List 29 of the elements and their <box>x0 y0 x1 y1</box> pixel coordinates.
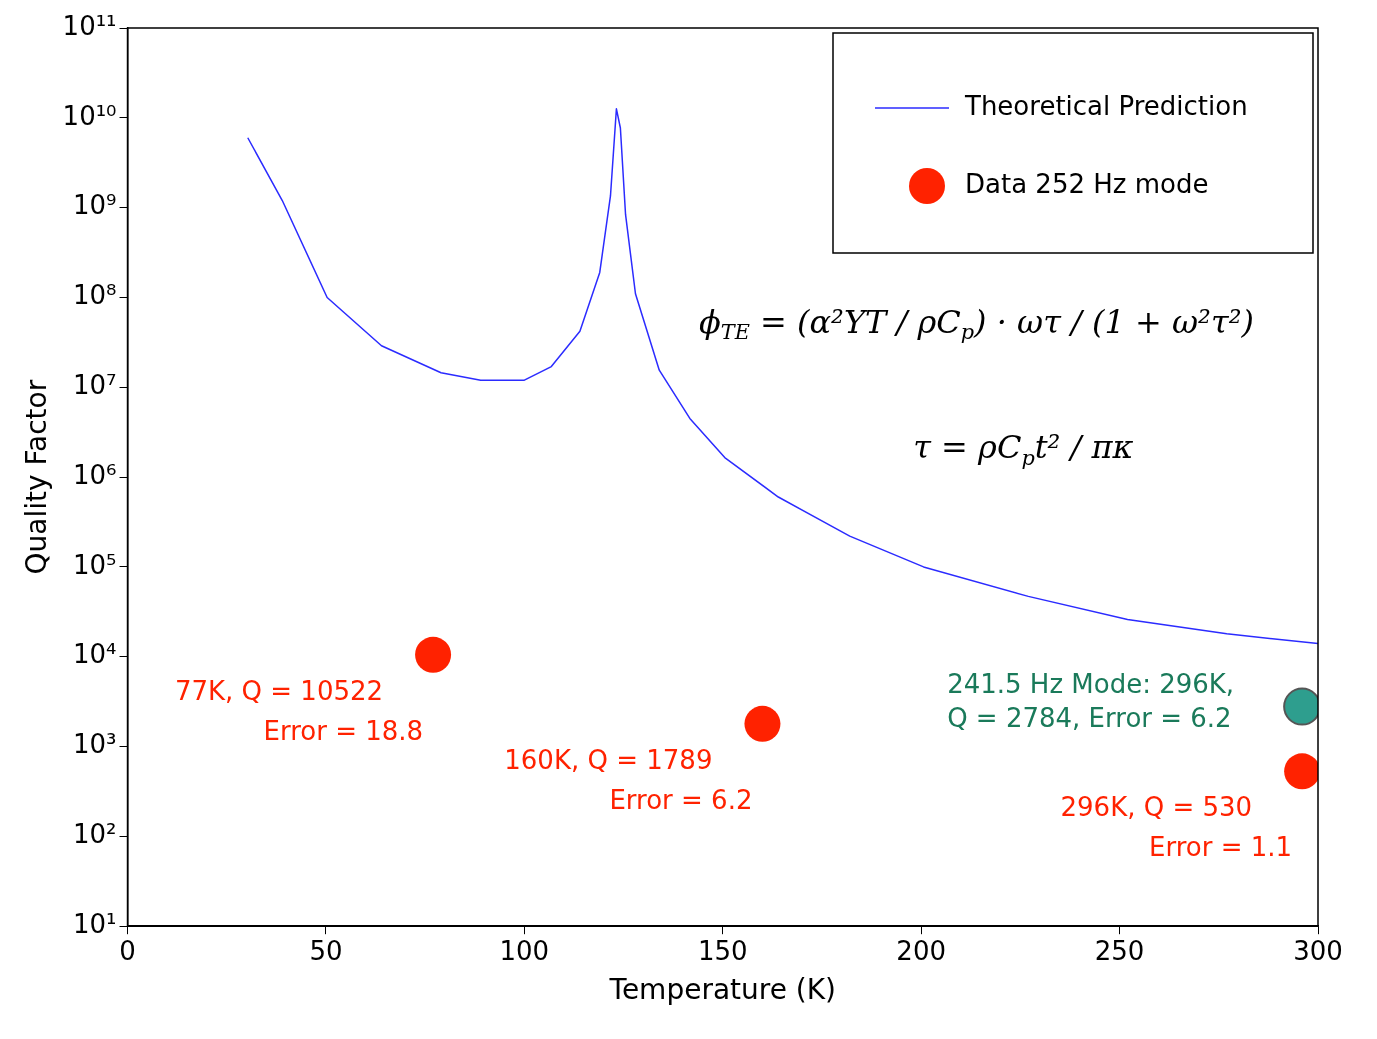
x-tick-label: 150 <box>697 935 748 966</box>
y-axis-title: Quality Factor <box>20 379 54 575</box>
annotation: 296K, Q = 530 Error = 1.1 <box>1060 792 1293 863</box>
x-tick-label: 50 <box>309 935 343 966</box>
point <box>1283 687 1318 726</box>
y-tick-label: 10¹⁰ <box>62 100 117 131</box>
y-tick-label: 10⁶ <box>73 459 117 490</box>
x-tick-label: 0 <box>119 935 136 966</box>
annotation: 160K, Q = 1789 Error = 6.2 <box>504 744 753 815</box>
y-tick-label: 10⁷ <box>73 370 117 401</box>
annotation: 241.5 Hz Mode: 296K, Q = 2784, Error = 6.2 <box>947 669 1235 734</box>
y-tick-label: 10¹¹ <box>62 10 117 41</box>
x-tick-label: 250 <box>1094 935 1145 966</box>
x-tick-label: 200 <box>896 935 946 966</box>
legend-label: Theoretical Prediction <box>964 90 1248 121</box>
x-tick-label: 100 <box>499 935 550 966</box>
y-tick-label: 10⁵ <box>73 549 117 580</box>
x-tick-label: 300 <box>1293 935 1343 966</box>
x-axis-title: Temperature (K) <box>608 973 837 1007</box>
point <box>415 636 452 673</box>
point <box>744 705 781 742</box>
y-tick-label: 10² <box>73 819 117 850</box>
annotation: 77K, Q = 10522 Error = 18.8 <box>174 675 424 746</box>
y-tick-label: 10³ <box>73 729 117 760</box>
legend-label: Data 252 Hz mode <box>965 168 1209 199</box>
y-tick-label: 10⁴ <box>73 639 117 670</box>
y-tick-label: 10⁸ <box>73 280 117 311</box>
y-tick-label: 10⁹ <box>73 190 117 221</box>
y-tick-label: 10¹ <box>73 908 117 939</box>
